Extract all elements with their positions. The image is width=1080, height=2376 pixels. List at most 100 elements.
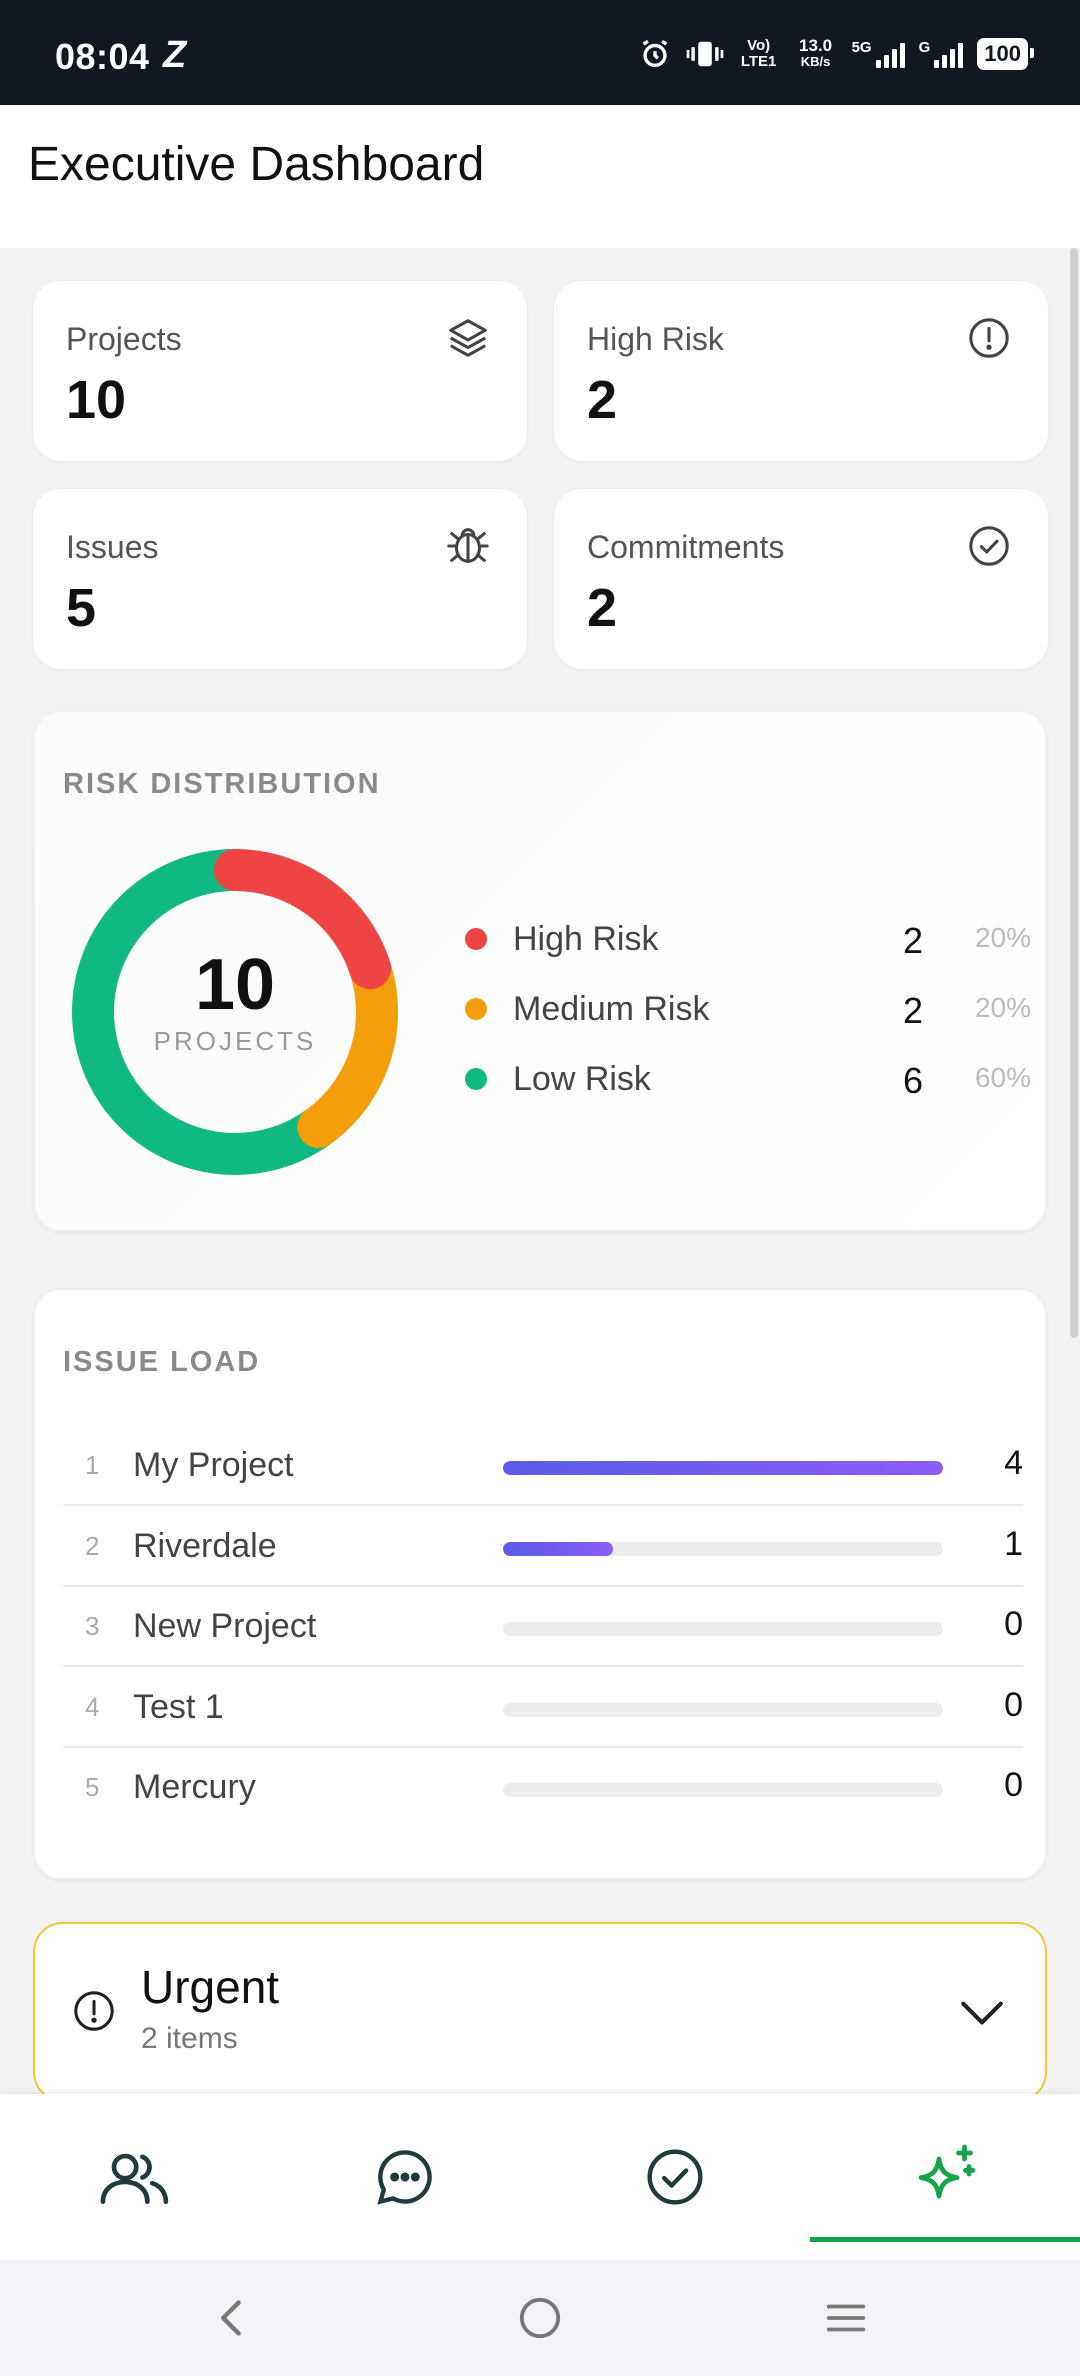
legend-dot	[465, 928, 487, 950]
sparkle-icon	[918, 2144, 976, 2199]
alert-circle-icon	[74, 1991, 114, 2031]
dashboard-content[interactable]: Projects 10 High Risk 2 Issues 5 Commitm…	[0, 248, 1080, 2094]
status-icons: Vo) LTE1 13.0 KB/s 5G G 100	[638, 30, 1034, 78]
issue-bar-track	[503, 1461, 943, 1475]
risk-donut-chart: 10 PROJECTS	[65, 842, 405, 1182]
menu-icon	[826, 2304, 866, 2332]
issue-project-name: Mercury	[133, 1768, 256, 1806]
volte-indicator: Vo) LTE1	[740, 37, 777, 70]
stat-value: 10	[66, 370, 127, 430]
chat-icon	[377, 2150, 432, 2205]
section-title: RISK DISTRIBUTION	[63, 768, 381, 800]
issue-bar-fill	[503, 1541, 613, 1556]
stat-value: 2	[587, 370, 618, 430]
issue-project-name: Test 1	[133, 1687, 224, 1726]
tasks-icon	[647, 2149, 703, 2205]
stat-card-projects[interactable]: Projects 10	[33, 281, 527, 461]
home-icon	[519, 2297, 561, 2339]
issue-count: 0	[1004, 1605, 1023, 1643]
issue-bar-fill	[503, 1461, 943, 1475]
issue-bar-track	[503, 1783, 943, 1797]
issue-project-name: My Project	[133, 1446, 294, 1484]
issue-bar-track	[503, 1541, 943, 1556]
issue-bar-track	[503, 1622, 943, 1636]
network-5g-label: 5G	[851, 39, 872, 56]
signal-5g: 5G	[852, 40, 905, 68]
signal-bars-icon	[875, 40, 905, 68]
legend-label: High Risk	[513, 920, 659, 958]
nav-tasks[interactable]	[540, 2094, 810, 2260]
status-bar: 08:04 Z Vo) LTE1 13.0 KB/s 5G G 100	[0, 0, 1080, 105]
nav-chat[interactable]	[270, 2094, 540, 2260]
back-button[interactable]	[172, 2260, 292, 2376]
issue-row[interactable]: 4 Test 1 0	[63, 1668, 1023, 1748]
network-speed-value: 13.0	[799, 36, 833, 55]
back-icon	[221, 2300, 241, 2336]
issue-count: 4	[1004, 1444, 1023, 1482]
nav-active-indicator	[810, 2237, 1080, 2242]
issue-count: 1	[1004, 1524, 1023, 1563]
signal-bars-icon	[934, 40, 964, 68]
legend-percent: 20%	[974, 992, 1031, 1023]
nav-ai-insights[interactable]	[810, 2094, 1080, 2260]
team-icon	[100, 2153, 169, 2205]
donut-center-value: 10	[194, 945, 276, 1025]
donut-center-label: PROJECTS	[153, 1026, 317, 1056]
status-time: 08:04	[55, 36, 150, 77]
page-title: Executive Dashboard	[28, 138, 485, 191]
app-header: Executive Dashboard	[0, 105, 1080, 248]
legend-item: High Risk 2 20%	[455, 912, 1055, 962]
donut-svg	[72, 849, 398, 1175]
network-speed-unit: KB/s	[800, 54, 831, 69]
issue-row[interactable]: 2 Riverdale 1	[63, 1507, 1023, 1587]
chevron-down-icon[interactable]	[957, 1992, 1007, 2032]
issue-rank: 3	[85, 1611, 100, 1641]
battery-indicator: 100	[977, 38, 1034, 70]
issue-count: 0	[1004, 1766, 1023, 1804]
urgent-title: Urgent	[141, 1961, 280, 2013]
stat-label: Projects	[66, 321, 182, 357]
stat-card-commitments[interactable]: Commitments 2	[554, 489, 1048, 669]
check-circle-icon	[969, 526, 1009, 566]
nav-team[interactable]	[0, 2094, 270, 2260]
issue-rank: 4	[85, 1691, 100, 1722]
stat-card-issues[interactable]: Issues 5	[33, 489, 527, 669]
legend-dot	[465, 998, 487, 1020]
alarm-icon	[642, 39, 667, 68]
issue-rank: 2	[85, 1530, 100, 1561]
issue-project-name: New Project	[133, 1607, 317, 1645]
recents-button[interactable]	[786, 2260, 906, 2376]
issue-project-name: Riverdale	[133, 1526, 277, 1565]
legend-count: 2	[902, 990, 923, 1031]
carrier-logo-icon: Z	[163, 34, 187, 76]
donut-slice-high-risk[interactable]	[72, 849, 398, 1175]
urgent-section[interactable]: Urgent 2 items	[33, 1922, 1047, 2094]
system-nav-bar	[0, 2260, 1080, 2376]
legend-item: Medium Risk 2 20%	[455, 982, 1055, 1032]
legend-label: Medium Risk	[513, 990, 710, 1028]
urgent-count: 2 items	[141, 2022, 238, 2055]
legend-dot	[465, 1068, 487, 1090]
network-speed: 13.0 KB/s	[794, 36, 838, 70]
legend-percent: 60%	[974, 1062, 1031, 1093]
risk-distribution-card: RISK DISTRIBUTION 10 PROJECTS High Risk 2…	[33, 710, 1047, 1232]
bottom-nav	[0, 2094, 1080, 2260]
issue-row[interactable]: 3 New Project 0	[63, 1587, 1023, 1667]
issue-row[interactable]: 5 Mercury 0	[63, 1748, 1023, 1828]
scrollbar[interactable]	[1070, 248, 1078, 1338]
stat-value: 5	[66, 578, 97, 638]
signal-g: G	[919, 40, 964, 68]
network-g-label: G	[918, 39, 931, 56]
legend-count: 2	[902, 920, 923, 961]
issue-load-card: ISSUE LOAD 1 My Project 4 2 Riverdale 1 3 New P…	[33, 1288, 1047, 1880]
home-button[interactable]	[480, 2260, 600, 2376]
issue-rank: 5	[85, 1772, 100, 1802]
issue-row[interactable]: 1 My Project 4	[63, 1426, 1023, 1506]
legend-count: 6	[902, 1060, 923, 1101]
legend-label: Low Risk	[513, 1060, 651, 1098]
stat-card-high-risk[interactable]: High Risk 2	[554, 281, 1048, 461]
layers-icon	[449, 319, 487, 357]
donut-slice-medium-risk[interactable]	[72, 849, 398, 1175]
vibrate-icon	[686, 41, 723, 67]
legend-percent: 20%	[974, 922, 1031, 953]
